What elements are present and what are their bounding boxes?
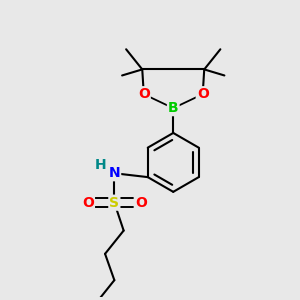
Text: O: O: [138, 87, 150, 101]
Text: S: S: [110, 196, 119, 210]
Text: H: H: [94, 158, 106, 172]
Text: B: B: [168, 101, 178, 115]
Text: O: O: [135, 196, 147, 210]
Text: O: O: [82, 196, 94, 210]
Text: O: O: [197, 87, 208, 101]
Text: N: N: [109, 166, 120, 180]
